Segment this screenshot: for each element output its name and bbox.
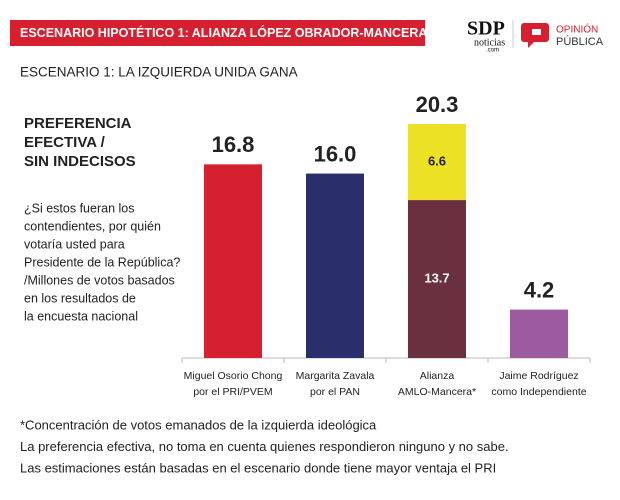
chart-title: ESCENARIO 1: LA IZQUIERDA UNIDA GANA bbox=[20, 65, 298, 80]
logo-op: PÚBLICA bbox=[556, 35, 604, 48]
header-title: ESCENARIO HIPOTÉTICO 1: ALIANZA LÓPEZ OB… bbox=[20, 25, 427, 40]
bar bbox=[204, 164, 262, 358]
logo-sdp: SDP bbox=[467, 18, 505, 40]
logo-icon bbox=[532, 29, 541, 35]
question: la encuesta nacional bbox=[24, 309, 138, 323]
question: en los resultados de bbox=[24, 291, 136, 305]
question: Presidente de la República? bbox=[24, 255, 180, 269]
question: /Millones de votos basados bbox=[24, 273, 175, 287]
heading: EFECTIVA / bbox=[24, 134, 106, 151]
logo-icon bbox=[521, 23, 549, 48]
x-tick-label: Miguel Osorio Chong bbox=[184, 370, 283, 382]
x-tick-label: como Independiente bbox=[491, 386, 586, 398]
x-tick-label: por el PRI/PVEM bbox=[193, 386, 272, 398]
heading: SIN INDECISOS bbox=[24, 153, 136, 170]
question: votaría usted para bbox=[24, 237, 125, 251]
data-label: 16.0 bbox=[314, 141, 357, 166]
footnote: La preferencia efectiva, no toma en cuen… bbox=[20, 439, 509, 454]
data-label: 4.2 bbox=[524, 277, 555, 302]
bar bbox=[510, 309, 568, 358]
bar bbox=[306, 173, 364, 358]
logo-op: OPINIÓN bbox=[556, 23, 598, 36]
x-tick-label: Jaime Rodríguez bbox=[499, 370, 578, 382]
question: ¿Si estos fueran los bbox=[24, 201, 134, 215]
data-label: 13.7 bbox=[424, 270, 449, 285]
x-tick-label: AMLO-Mancera* bbox=[398, 386, 476, 398]
footnote: Las estimaciones están basadas en el esc… bbox=[20, 460, 496, 475]
total-label: 20.3 bbox=[416, 92, 459, 117]
footnote: *Concentración de votos emanados de la i… bbox=[20, 417, 377, 432]
x-tick-label: por el PAN bbox=[310, 386, 360, 398]
logo-sdp: .com bbox=[486, 48, 499, 54]
x-tick-label: Margarita Zavala bbox=[296, 370, 375, 382]
question: contendientes, por quién bbox=[24, 219, 161, 233]
logo-sdp: noticias bbox=[474, 37, 505, 48]
header-bar bbox=[10, 20, 425, 46]
bar bbox=[408, 124, 466, 201]
data-label: 6.6 bbox=[428, 153, 446, 168]
x-tick-label: Alianza bbox=[420, 370, 455, 382]
heading: PREFERENCIA bbox=[24, 115, 132, 132]
data-label: 16.8 bbox=[212, 132, 255, 157]
bar bbox=[408, 200, 466, 358]
